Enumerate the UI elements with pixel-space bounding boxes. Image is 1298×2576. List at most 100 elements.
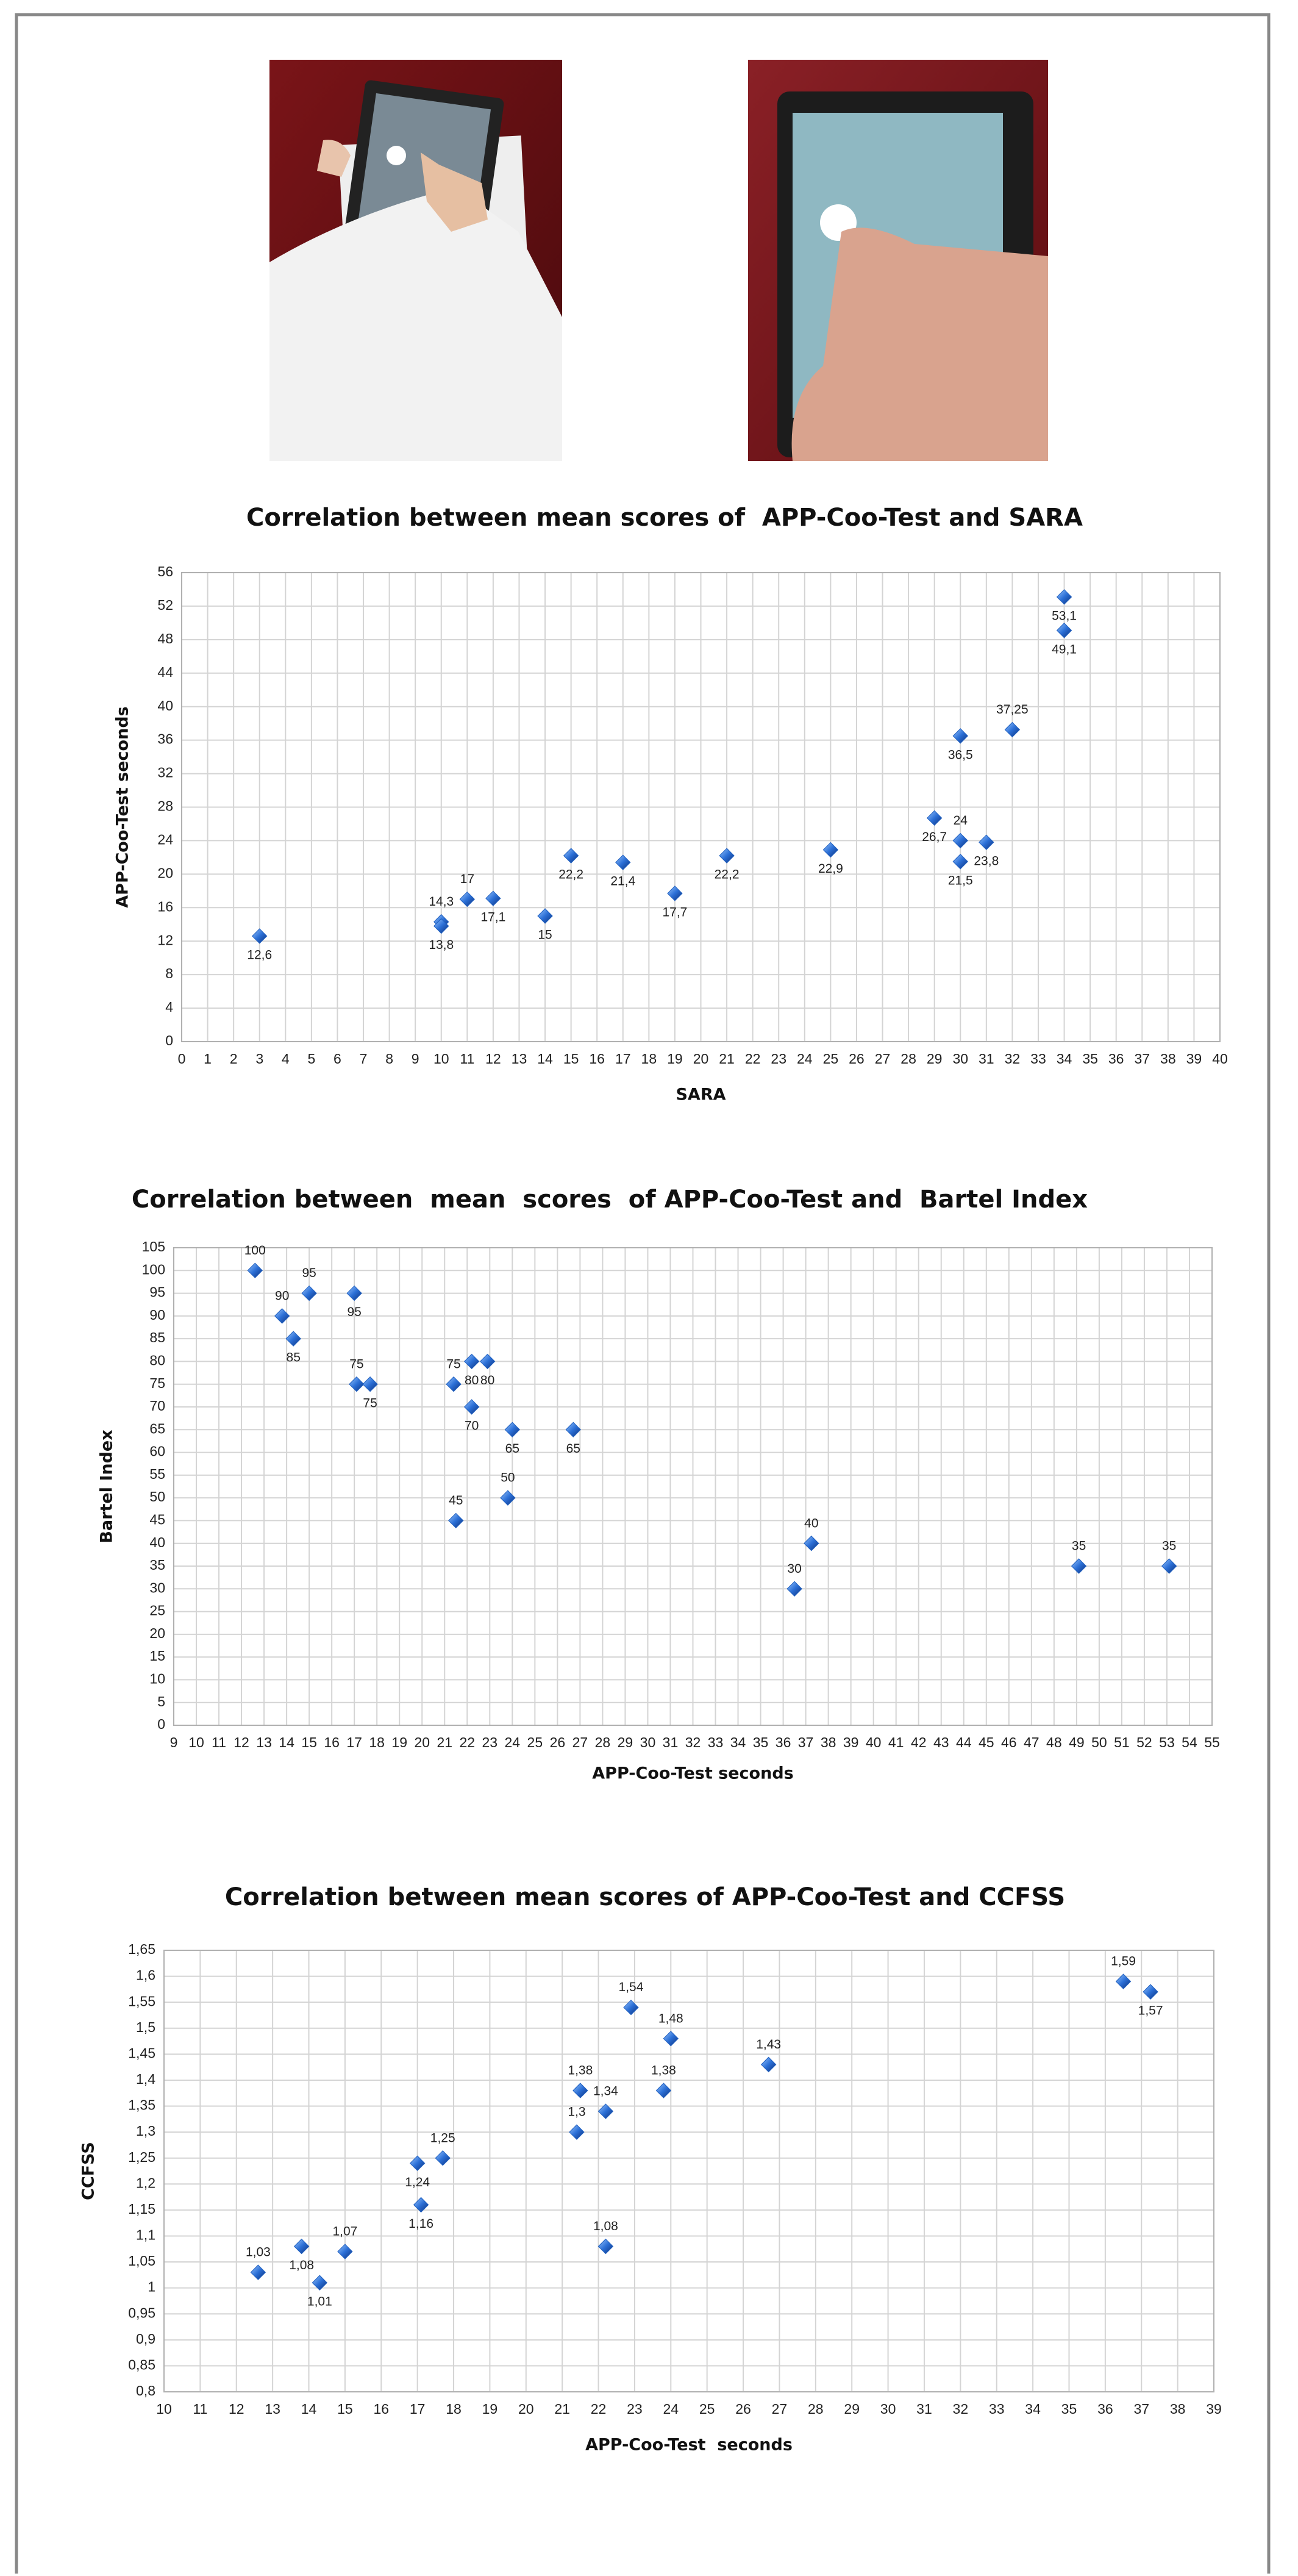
data-point xyxy=(616,855,630,870)
x-tick-label: 17 xyxy=(615,1051,631,1067)
photo xyxy=(269,60,562,461)
data-label: 1,54 xyxy=(619,1980,644,1994)
data-point xyxy=(1005,722,1019,737)
x-tick-label: 44 xyxy=(956,1734,972,1750)
data-label: 12,6 xyxy=(247,948,272,962)
y-tick-label: 4 xyxy=(165,999,173,1015)
x-tick-label: 17 xyxy=(346,1734,362,1750)
x-tick-label: 24 xyxy=(663,2401,679,2417)
data-label: 36,5 xyxy=(948,748,973,762)
x-tick-label: 35 xyxy=(1082,1051,1098,1067)
y-axis-label: APP-Coo-Test seconds xyxy=(113,706,132,907)
x-tick-label: 31 xyxy=(663,1734,679,1750)
y-tick-label: 0 xyxy=(157,1716,165,1732)
data-label: 1,08 xyxy=(289,2258,314,2272)
x-axis-label: APP-Coo-Test seconds xyxy=(585,2436,793,2455)
x-tick-label: 14 xyxy=(279,1734,294,1750)
data-label: 95 xyxy=(347,1305,361,1319)
data-label: 53,1 xyxy=(1052,609,1077,623)
data-label: 65 xyxy=(566,1442,580,1456)
x-tick-label: 20 xyxy=(693,1051,709,1067)
x-tick-label: 50 xyxy=(1091,1734,1107,1750)
y-tick-label: 20 xyxy=(149,1625,165,1641)
x-tick-label: 5 xyxy=(307,1051,315,1067)
data-point xyxy=(446,1377,461,1392)
x-tick-label: 18 xyxy=(446,2401,462,2417)
data-label: 1,25 xyxy=(430,2131,455,2145)
data-point xyxy=(486,891,501,906)
x-tick-label: 6 xyxy=(333,1051,341,1067)
data-label: 17,1 xyxy=(480,911,505,925)
data-label: 40 xyxy=(804,1516,818,1530)
data-label: 1,07 xyxy=(332,2225,357,2239)
x-tick-label: 12 xyxy=(229,2401,244,2417)
x-tick-label: 45 xyxy=(979,1734,994,1750)
data-point xyxy=(460,892,474,907)
x-tick-label: 49 xyxy=(1069,1734,1085,1750)
data-label: 1,01 xyxy=(307,2295,332,2309)
data-label: 75 xyxy=(446,1357,460,1371)
photo xyxy=(748,60,1048,461)
x-tick-label: 39 xyxy=(1206,2401,1222,2417)
y-tick-label: 1,65 xyxy=(128,1941,155,1957)
data-label: 1,38 xyxy=(568,2064,593,2078)
x-tick-label: 13 xyxy=(256,1734,272,1750)
y-tick-label: 16 xyxy=(157,898,173,914)
y-tick-label: 10 xyxy=(149,1671,165,1687)
data-point xyxy=(1162,1559,1177,1573)
x-tick-label: 34 xyxy=(1025,2401,1041,2417)
x-axis-label: SARA xyxy=(676,1086,726,1104)
data-label: 22,2 xyxy=(715,868,740,882)
data-label: 80 xyxy=(465,1373,479,1387)
y-tick-label: 80 xyxy=(149,1353,165,1368)
x-tick-label: 16 xyxy=(324,1734,340,1750)
x-axis-label: APP-Coo-Test seconds xyxy=(592,1764,793,1783)
data-label: 45 xyxy=(449,1494,463,1508)
y-tick-label: 100 xyxy=(142,1261,165,1277)
y-tick-label: 0,9 xyxy=(136,2331,155,2347)
y-tick-label: 65 xyxy=(149,1420,165,1436)
x-tick-label: 15 xyxy=(301,1734,317,1750)
x-tick-label: 2 xyxy=(230,1051,238,1067)
x-tick-label: 14 xyxy=(537,1051,553,1067)
y-tick-label: 75 xyxy=(149,1375,165,1391)
y-tick-label: 55 xyxy=(149,1466,165,1482)
data-label: 21,5 xyxy=(948,873,973,887)
x-tick-label: 23 xyxy=(482,1734,498,1750)
data-point xyxy=(349,1377,364,1392)
x-tick-label: 33 xyxy=(708,1734,724,1750)
x-tick-label: 27 xyxy=(572,1734,588,1750)
x-tick-label: 16 xyxy=(373,2401,389,2417)
data-label: 14,3 xyxy=(429,895,454,909)
x-tick-label: 28 xyxy=(808,2401,824,2417)
y-axis-label: CCFSS xyxy=(79,2142,98,2200)
data-label: 24 xyxy=(954,814,968,828)
data-label: 95 xyxy=(302,1266,316,1280)
x-tick-label: 30 xyxy=(880,2401,896,2417)
data-label: 21,4 xyxy=(610,875,635,889)
data-point xyxy=(363,1377,377,1392)
data-label: 22,9 xyxy=(818,862,843,876)
x-tick-label: 19 xyxy=(391,1734,407,1750)
x-tick-label: 35 xyxy=(753,1734,769,1750)
data-label: 70 xyxy=(465,1419,479,1433)
data-point xyxy=(1057,590,1072,604)
x-tick-label: 22 xyxy=(459,1734,475,1750)
data-label: 26,7 xyxy=(922,830,947,844)
x-tick-label: 22 xyxy=(745,1051,761,1067)
data-point xyxy=(286,1331,301,1346)
x-tick-label: 52 xyxy=(1136,1734,1152,1750)
x-tick-label: 11 xyxy=(193,2401,207,2417)
y-tick-label: 1,35 xyxy=(128,2097,155,2113)
data-point xyxy=(1143,1984,1158,1999)
data-point xyxy=(302,1286,316,1301)
x-tick-label: 25 xyxy=(823,1051,839,1067)
data-point xyxy=(435,2151,450,2166)
x-tick-label: 19 xyxy=(482,2401,498,2417)
y-tick-label: 105 xyxy=(142,1239,165,1254)
data-point xyxy=(719,848,734,863)
x-tick-label: 37 xyxy=(798,1734,814,1750)
x-tick-label: 21 xyxy=(437,1734,452,1750)
x-tick-label: 27 xyxy=(875,1051,891,1067)
data-point xyxy=(480,1354,495,1368)
